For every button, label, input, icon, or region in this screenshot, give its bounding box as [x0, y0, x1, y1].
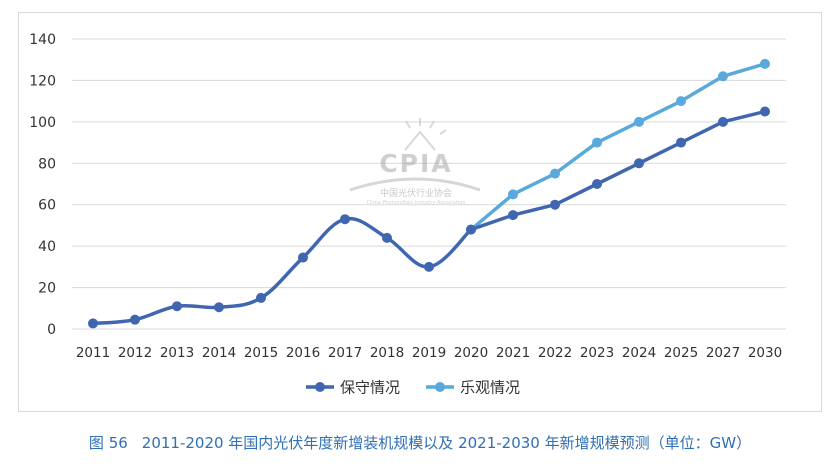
y-tick-label: 0 — [47, 322, 56, 338]
x-tick-label: 2023 — [580, 345, 614, 361]
data-point-s0-13 — [634, 158, 644, 169]
data-point-s0-8 — [424, 261, 434, 272]
data-point-s1-12 — [592, 137, 602, 148]
y-tick-label: 140 — [29, 32, 56, 48]
legend-label-0: 保守情况 — [340, 379, 400, 397]
data-point-s0-6 — [340, 214, 350, 225]
data-point-s0-10 — [508, 210, 518, 221]
legend: 保守情况 乐观情况 — [306, 379, 520, 397]
data-point-s0-7 — [382, 232, 392, 243]
x-tick-label: 2022 — [538, 345, 572, 361]
x-tick-label: 2014 — [202, 345, 236, 361]
data-point-s1-16 — [760, 58, 770, 69]
cpia-swoosh-icon — [349, 177, 481, 192]
data-point-s0-3 — [214, 302, 224, 313]
x-tick-label: 2017 — [328, 345, 362, 361]
chart-frame — [18, 12, 822, 412]
x-tick-label: 2021 — [496, 345, 530, 361]
x-tick-label: 2024 — [622, 345, 656, 361]
figure-caption-text: 2011-2020 年国内光伏年度新增装机规模以及 2021-2030 年新增规… — [141, 434, 752, 452]
x-tick-label: 2020 — [454, 345, 488, 361]
x-tick-label: 2019 — [412, 345, 446, 361]
figure-number: 图 56 — [88, 434, 128, 452]
data-point-s0-0 — [88, 318, 98, 329]
data-point-s0-4 — [256, 292, 266, 303]
data-point-s0-9 — [466, 224, 476, 235]
x-tick-label: 2016 — [286, 345, 320, 361]
data-point-s0-2 — [172, 301, 182, 312]
grid-lines — [72, 38, 786, 330]
cpia-sun-rays-icon — [404, 118, 447, 151]
x-tick-label: 2015 — [244, 345, 278, 361]
x-tick-label: 2027 — [706, 345, 740, 361]
data-point-s0-14 — [676, 137, 686, 148]
y-tick-label: 60 — [38, 198, 56, 214]
y-axis-ticks: 0 20 40 60 80 100 120 140 — [29, 32, 56, 338]
data-point-s0-12 — [592, 179, 602, 189]
data-point-s1-10 — [508, 189, 518, 200]
figure-caption: 图 56 2011-2020 年国内光伏年度新增装机规模以及 2021-2030 … — [0, 432, 840, 453]
legend-swatch-marker-0 — [315, 382, 325, 392]
data-point-s1-15 — [718, 71, 728, 82]
data-point-s1-13 — [634, 116, 644, 127]
x-tick-label: 2012 — [118, 345, 152, 361]
y-tick-label: 20 — [38, 281, 56, 297]
cpia-logo-text: CPIA — [379, 149, 452, 178]
x-tick-label: 2013 — [160, 345, 194, 361]
legend-swatch-marker-1 — [435, 382, 445, 392]
series-line-1 — [469, 62, 767, 232]
x-tick-label: 2025 — [664, 345, 698, 361]
y-tick-label: 80 — [38, 156, 56, 172]
y-tick-label: 100 — [29, 115, 56, 131]
cpia-watermark: CPIA 中国光伏行业协会 China Photovoltaic Industr… — [349, 118, 481, 206]
data-point-s0-15 — [718, 116, 728, 127]
x-tick-label: 2018 — [370, 345, 404, 361]
data-point-s1-14 — [676, 96, 686, 107]
data-point-s0-5 — [298, 252, 308, 263]
y-tick-label: 40 — [38, 239, 56, 255]
data-point-s0-16 — [760, 106, 770, 117]
data-point-s0-1 — [130, 314, 140, 325]
series-points — [88, 58, 770, 329]
legend-label-1: 乐观情况 — [460, 379, 520, 397]
data-point-s1-11 — [550, 168, 560, 179]
data-point-s0-11 — [550, 199, 560, 210]
cpia-cn-name: 中国光伏行业协会 — [380, 187, 452, 199]
x-tick-label: 2030 — [748, 345, 782, 361]
x-axis-ticks: 2011 2012 2013 2014 2015 2016 2017 2018 2019 2020… — [76, 345, 782, 361]
cpia-en-name: China Photovoltaic Industry Association — [367, 200, 466, 206]
x-tick-label: 2011 — [76, 345, 110, 361]
y-tick-label: 120 — [29, 73, 56, 89]
